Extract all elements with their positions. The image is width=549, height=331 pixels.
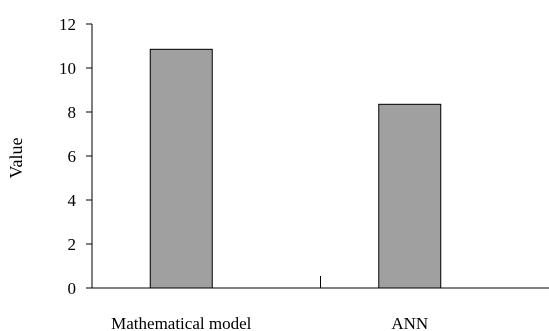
y-tick-label: 0 — [68, 279, 77, 298]
bar-mathematical-model — [149, 48, 213, 289]
plot-area: 0 2 4 6 8 10 12 Mathematical model ANN — [59, 15, 549, 331]
x-category-label: ANN — [391, 314, 428, 331]
y-tick-label: 10 — [59, 59, 76, 78]
x-category-label: Mathematical model — [111, 314, 251, 331]
y-axis-title: Value — [6, 137, 26, 178]
y-tick-label: 8 — [68, 103, 77, 122]
y-tick-label: 12 — [59, 15, 76, 34]
y-tick-label: 2 — [68, 235, 77, 254]
bar-ann — [378, 103, 442, 289]
y-tick-label: 4 — [68, 191, 77, 210]
y-tick-label: 6 — [68, 147, 77, 166]
